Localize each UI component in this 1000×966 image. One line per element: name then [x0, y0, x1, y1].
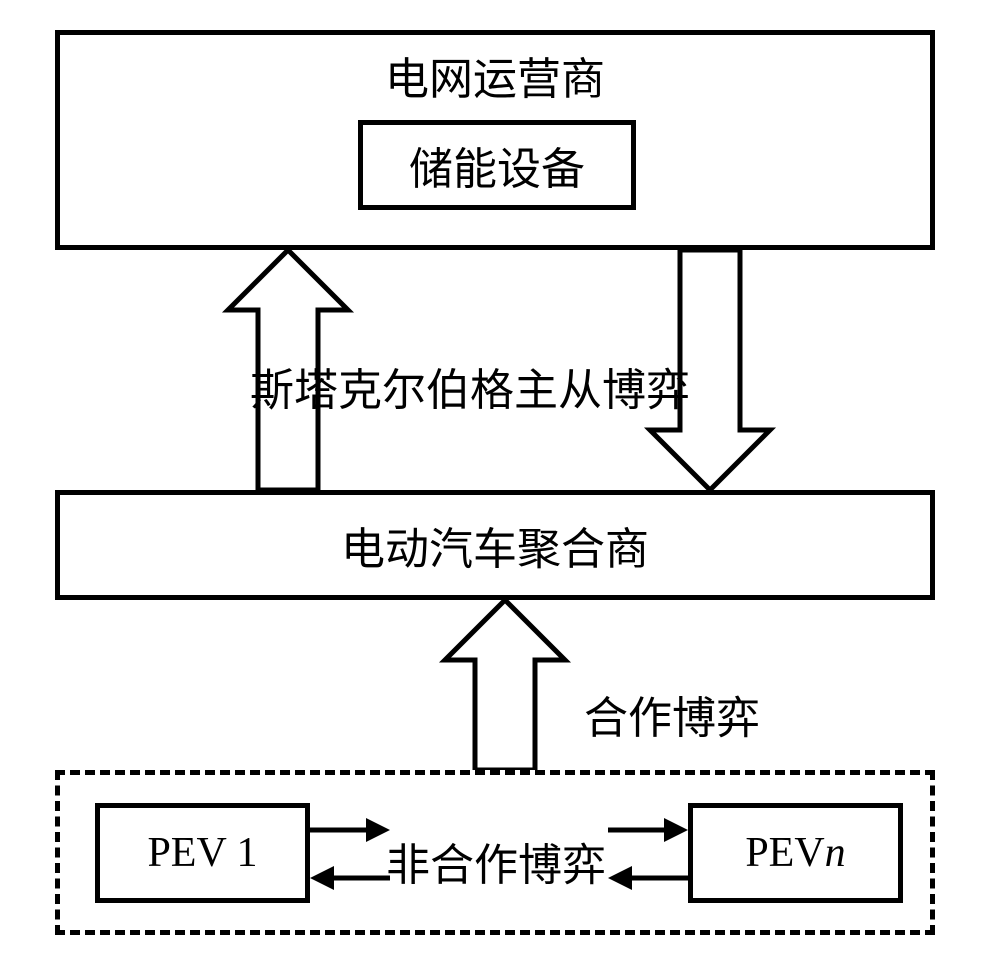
grid-operator-label: 电网运营商 — [385, 43, 605, 107]
pevn-var: n — [825, 829, 846, 877]
pev1-box: PEV 1 — [95, 803, 310, 903]
diagram-canvas: 电网运营商 储能设备 斯塔克尔伯格主从博弈 电动汽车聚合商 合作博弈 PEV 1… — [0, 0, 1000, 966]
stackelberg-label: 斯塔克尔伯格主从博弈 — [250, 354, 690, 418]
storage-label: 储能设备 — [409, 133, 585, 197]
arrow-thin-right — [310, 818, 390, 842]
pev1-label: PEV 1 — [147, 829, 257, 877]
pevn-prefix: PEV — [745, 829, 824, 877]
arrow-up-center — [445, 600, 565, 770]
noncooperative-label: 非合作博弈 — [386, 829, 606, 893]
pevn-label: PEV n — [745, 829, 845, 877]
pevn-box: PEV n — [688, 803, 903, 903]
arrow-thin-left-b — [310, 866, 390, 890]
arrow-thin-right-b — [608, 818, 688, 842]
arrow-thin-left — [608, 866, 688, 890]
storage-box: 储能设备 — [358, 120, 636, 210]
cooperative-label: 合作博弈 — [584, 682, 760, 746]
aggregator-label: 电动汽车聚合商 — [341, 513, 649, 577]
aggregator-box: 电动汽车聚合商 — [55, 490, 935, 600]
